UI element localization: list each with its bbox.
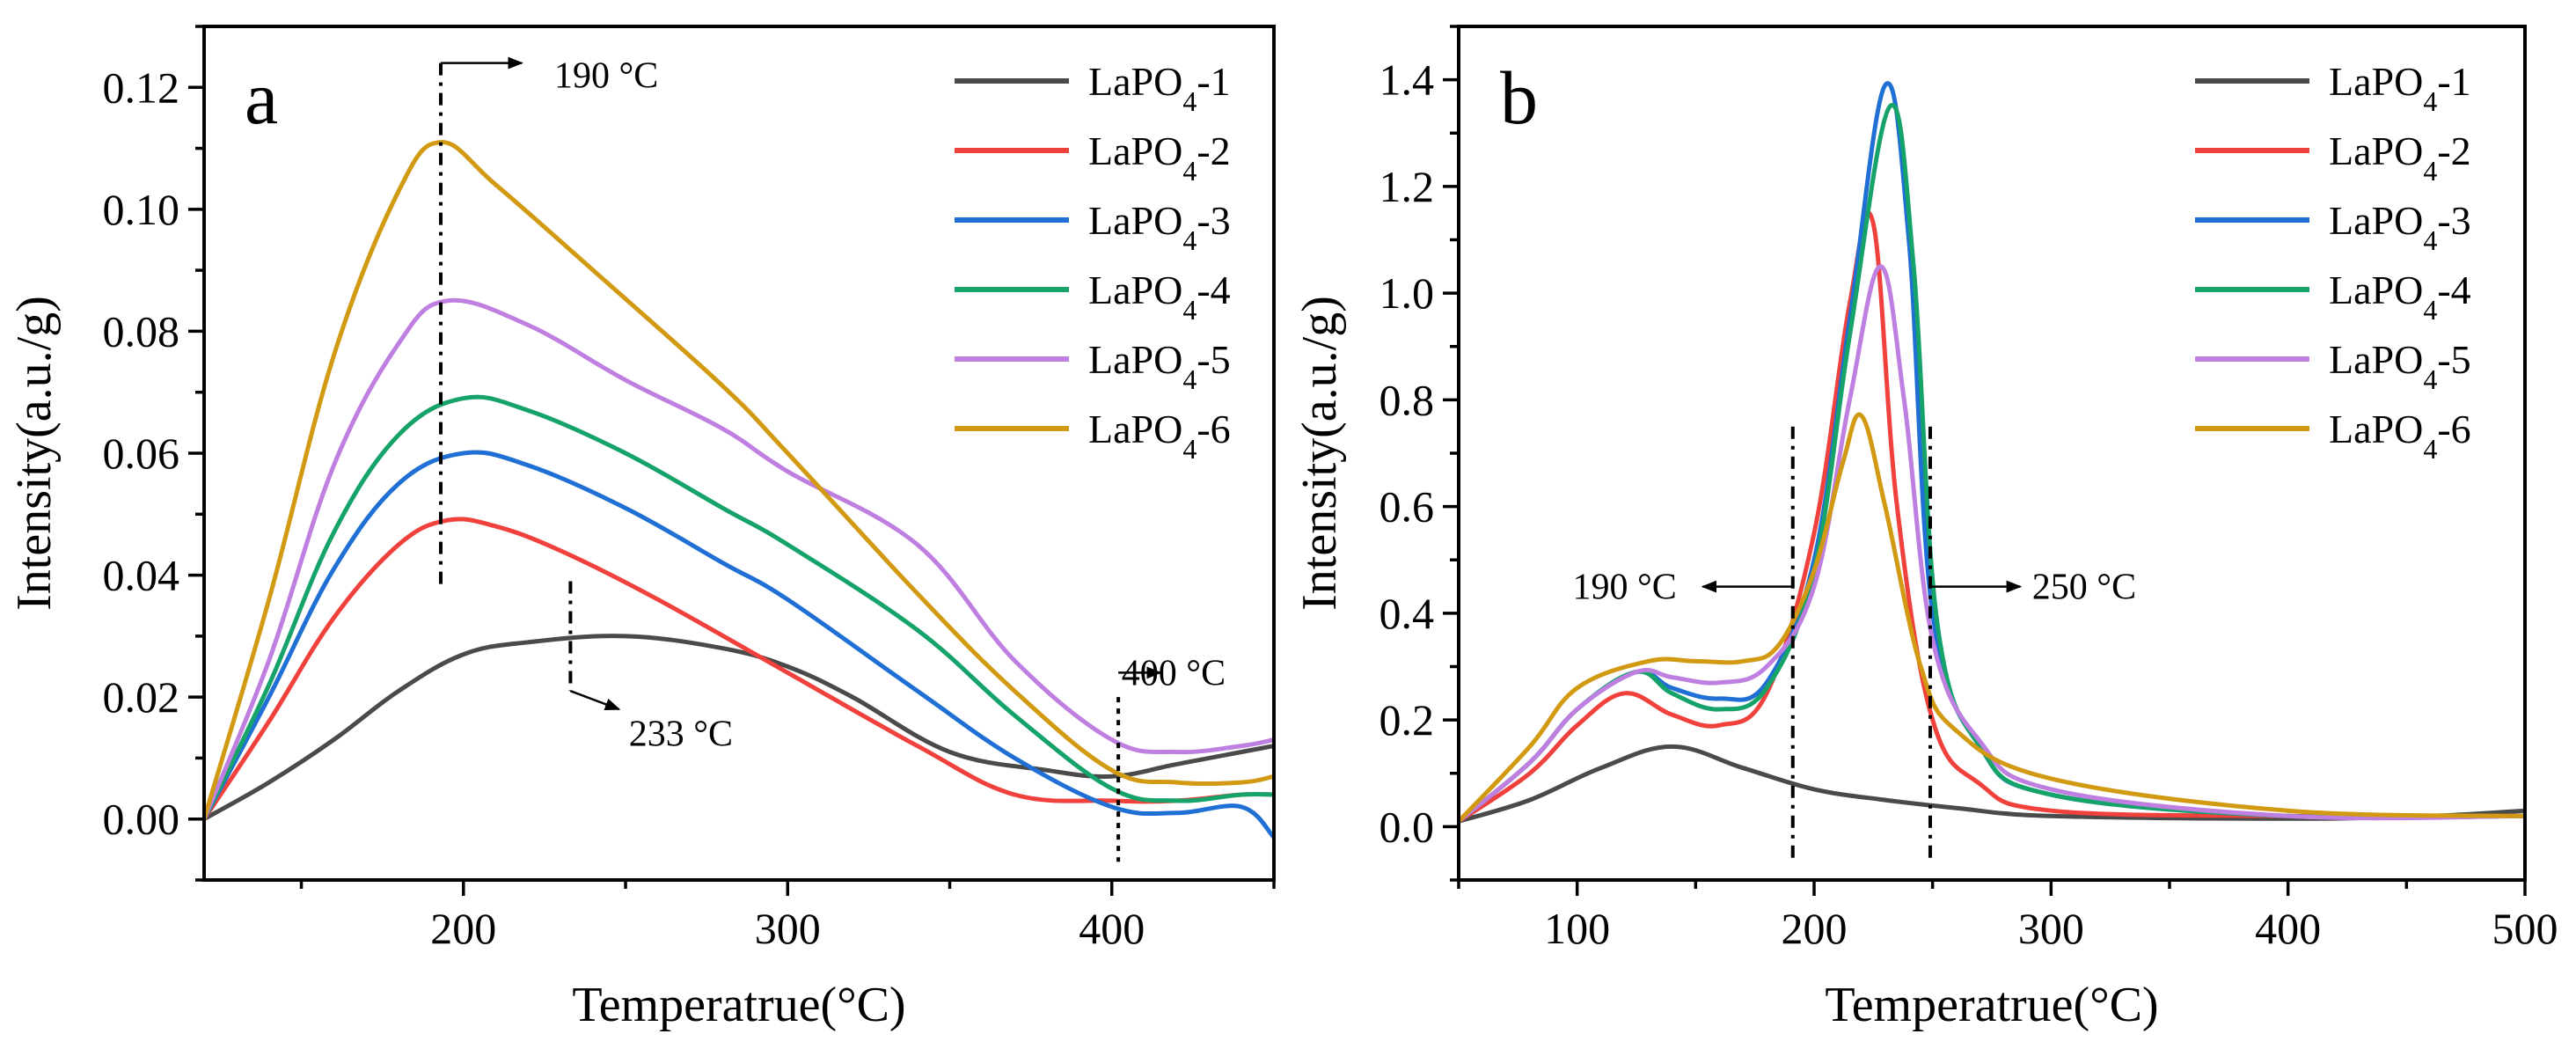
- series-line-b-lapo4-5: [1459, 264, 2525, 824]
- series-line-a-lapo4-5: [204, 297, 1274, 822]
- legend-label-a-lapo4-4: LaPO4-4: [1088, 268, 1231, 326]
- annotation-arrow-a: [569, 690, 621, 711]
- legend-label-a-lapo4-6: LaPO4-6: [1088, 407, 1231, 465]
- legend-a: LaPO4-1 LaPO4-2 LaPO4-3 LaPO4-4 LaPO4-5 LaPO4…: [955, 59, 1231, 465]
- series-line-a-lapo4-2: [204, 517, 1274, 822]
- x-tick-label-b: 400: [2255, 904, 2321, 953]
- annotation-label-b: 190 °C: [1572, 568, 1676, 608]
- y-tick-label-b: 1.4: [1379, 55, 1435, 105]
- legend-label-a-lapo4-5: LaPO4-5: [1088, 337, 1231, 395]
- series-line-a-lapo4-6: [204, 140, 1274, 822]
- y-tick-label-b: 0.2: [1379, 695, 1435, 744]
- x-axis-title-a: Temperatrue(°C): [572, 978, 905, 1032]
- y-tick-label-a: 0.06: [103, 429, 180, 478]
- y-tick-label-b: 0.0: [1379, 802, 1435, 851]
- legend-label-b-lapo4-2: LaPO4-2: [2329, 128, 2471, 187]
- legend-label-a-lapo4-2: LaPO4-2: [1088, 128, 1231, 187]
- legend-b: LaPO4-1 LaPO4-2 LaPO4-3 LaPO4-4 LaPO4-5 LaPO4…: [2195, 59, 2471, 465]
- panel-letter-a: a: [245, 55, 278, 140]
- x-axis-title-b: Temperatrue(°C): [1825, 978, 2158, 1032]
- legend-label-b-lapo4-3: LaPO4-3: [2329, 198, 2471, 256]
- series-line-a-lapo4-4: [204, 394, 1274, 822]
- x-tick-label-b: 200: [1782, 904, 1848, 953]
- y-tick-label-a: 0.10: [103, 185, 180, 234]
- series-group-a: [204, 140, 1274, 840]
- legend-label-a-lapo4-3: LaPO4-3: [1088, 198, 1231, 256]
- legend-label-b-lapo4-6: LaPO4-6: [2329, 407, 2471, 465]
- y-tick-label-b: 0.6: [1379, 482, 1435, 532]
- annotation-label-a: 190 °C: [554, 55, 658, 96]
- annotation-label-a: 233 °C: [629, 715, 733, 755]
- y-tick-label-b: 1.2: [1379, 162, 1435, 211]
- x-tick-label-b: 100: [1544, 904, 1610, 953]
- y-axis-title-a: Intensity(a.u./g): [7, 296, 62, 611]
- y-tick-label-a: 0.00: [103, 795, 180, 844]
- legend-label-b-lapo4-4: LaPO4-4: [2329, 268, 2471, 326]
- y-tick-label-b: 0.8: [1379, 375, 1435, 424]
- x-tick-label-b: 500: [2492, 904, 2558, 953]
- panel-a: 200 300 400 0.00 0.02 0.04 0.06 0.08 0.10 0.12 Tem…: [7, 25, 1276, 1032]
- y-tick-label-a: 0.04: [103, 551, 180, 600]
- y-tick-label-a: 0.12: [103, 62, 180, 112]
- x-tick-label-a: 400: [1079, 904, 1145, 953]
- annotation-label-b: 250 °C: [2032, 568, 2136, 608]
- y-axis-title-b: Intensity(a.u./g): [1292, 296, 1347, 611]
- y-tick-label-b: 0.4: [1379, 589, 1435, 638]
- y-tick-label-a: 0.02: [103, 672, 180, 722]
- series-group-b: [1459, 81, 2525, 824]
- x-tick-label-a: 300: [755, 904, 821, 953]
- legend-label-a-lapo4-1: LaPO4-1: [1088, 59, 1231, 117]
- panel-b: 100 200 300 400 500 0.0 0.2 0.4 0.6 0.8 1.0 1.2 1.4 T…: [1292, 25, 2558, 1032]
- series-line-a-lapo4-3: [204, 450, 1274, 840]
- annotation-label-a: 400 °C: [1122, 653, 1226, 693]
- x-tick-label-b: 300: [2018, 904, 2084, 953]
- panel-letter-b: b: [1500, 55, 1538, 140]
- x-tick-label-a: 200: [430, 904, 496, 953]
- y-tick-label-b: 1.0: [1379, 268, 1435, 318]
- series-line-b-lapo4-3: [1459, 81, 2525, 824]
- y-tick-label-a: 0.08: [103, 306, 180, 356]
- series-line-b-lapo4-6: [1459, 412, 2525, 824]
- legend-label-b-lapo4-1: LaPO4-1: [2329, 59, 2471, 117]
- legend-label-b-lapo4-5: LaPO4-5: [2329, 337, 2471, 395]
